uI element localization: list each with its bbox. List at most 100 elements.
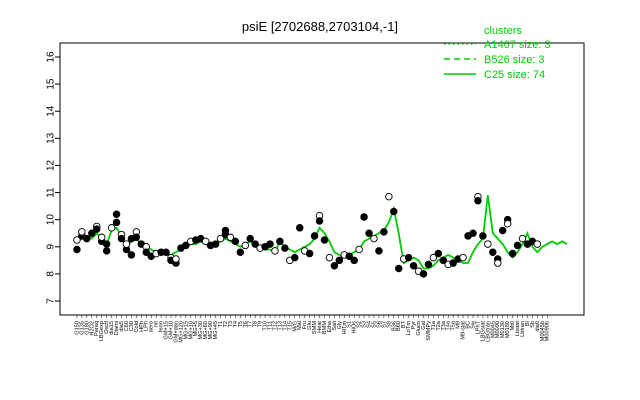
points-group [73, 192, 542, 278]
legend-title: clusters [484, 25, 522, 37]
data-point [350, 256, 358, 265]
x-tick-label: T1a [431, 320, 437, 331]
x-tick-label: Gal [421, 321, 427, 330]
data-point [88, 229, 96, 237]
y-tick-label: 8 [46, 271, 57, 277]
x-tick-label: Oxctl [104, 321, 110, 334]
y-tick-label: 16 [46, 51, 57, 63]
x-tick-label: nit [154, 321, 160, 327]
x-tick-label: M0130 [500, 321, 506, 338]
data-point [281, 244, 289, 252]
x-axis: G150G135G180H2O2ParaqLBGexpOxctldia15Dia… [74, 315, 551, 343]
x-tick-label: S7 [381, 321, 387, 328]
data-point [390, 207, 398, 216]
x-tick-label: HPh [139, 321, 145, 332]
x-tick-label: T6 [243, 321, 249, 328]
x-tick-label: LPh [144, 321, 150, 331]
legend: clusters A1467 size: 3 B526 size: 3 C25 si… [444, 25, 551, 81]
x-tick-label: BT [401, 320, 407, 328]
x-tick-label: G180 [84, 321, 90, 335]
data-point [513, 241, 522, 250]
data-point [236, 248, 245, 256]
data-point [320, 236, 329, 244]
x-tick-label: B36 [391, 321, 397, 331]
data-point [365, 229, 373, 237]
x-tick-label: B60 [396, 321, 402, 331]
x-tick-label: MG+60 [203, 321, 209, 340]
data-point [310, 232, 319, 240]
x-tick-label: LBGexp [99, 321, 105, 341]
x-tick-label: LBGtran [485, 321, 491, 342]
data-point [231, 237, 240, 246]
data-point [335, 256, 344, 265]
x-tick-label: C60 [124, 321, 130, 331]
data-point [266, 240, 274, 248]
data-point [394, 264, 403, 273]
x-tick-label: S4 [367, 321, 373, 328]
x-tick-label: GM+15 [164, 321, 170, 340]
data-point [355, 245, 363, 254]
data-point [73, 245, 81, 254]
x-tick-label: LPhT [475, 320, 481, 334]
data-point [449, 259, 457, 267]
data-point [375, 247, 383, 255]
y-tick-label: 12 [46, 159, 57, 171]
data-point [533, 240, 542, 248]
x-tick-label: dia15 [109, 321, 115, 335]
data-point [83, 234, 91, 243]
data-point [211, 240, 220, 248]
x-tick-label: T14 [282, 321, 288, 331]
data-point [429, 253, 438, 262]
data-point [142, 248, 151, 256]
x-tick-label: M0180 [505, 321, 511, 338]
x-tick-label: T2a [436, 320, 442, 331]
data-point [241, 241, 250, 250]
legend-label-0: A1467 size: 3 [484, 39, 551, 51]
data-point [484, 240, 492, 248]
data-point [276, 237, 284, 246]
data-point [226, 233, 235, 242]
x-tick-label: T5 [238, 321, 244, 328]
x-tick-label: T13 [277, 321, 283, 331]
data-point [107, 224, 116, 232]
x-tick-label: Gluco [416, 321, 422, 336]
x-tick-label: Sb [530, 321, 536, 328]
x-tick-label: M0090b [545, 321, 551, 341]
y-tick-label: 9 [46, 244, 57, 250]
x-tick-label: T3a [441, 320, 447, 331]
data-point [315, 217, 324, 225]
data-point [439, 256, 448, 265]
x-tick-label: T9 [258, 321, 264, 328]
x-tick-label: BI [525, 321, 531, 327]
data-point [305, 249, 314, 258]
x-tick-label: G150 [74, 321, 80, 335]
x-tick-label: Heat [317, 321, 323, 333]
data-point [404, 253, 413, 262]
x-tick-label: M9-stat [461, 321, 467, 340]
data-point [271, 247, 279, 255]
x-tick-label: MG+5 [193, 321, 199, 336]
x-tick-label: Mt0 [510, 321, 516, 330]
x-tick-label: M/G [292, 321, 298, 332]
x-tick-label: S2 [357, 321, 363, 328]
x-tick-label: T7 [248, 321, 254, 328]
x-tick-label: ferm [159, 321, 165, 333]
data-point [122, 240, 131, 248]
x-tick-label: S8 [386, 321, 392, 328]
data-point [127, 251, 136, 259]
data-point [489, 248, 497, 256]
data-point [182, 241, 190, 250]
x-tick-label: T15 [287, 321, 293, 331]
data-point [221, 226, 230, 235]
x-tick-label: Paraq [94, 321, 100, 336]
y-tick-label: 13 [46, 132, 57, 144]
x-tick-label: MG+120 [178, 321, 184, 343]
data-point [102, 247, 111, 255]
x-tick-label: T1 [218, 321, 224, 328]
x-tick-label: H2O2 [89, 321, 95, 336]
data-point [498, 226, 507, 235]
x-tick-label: Lbstat [515, 321, 521, 337]
data-point [251, 240, 259, 248]
x-tick-label: T4a [446, 320, 452, 331]
data-point [97, 233, 106, 242]
